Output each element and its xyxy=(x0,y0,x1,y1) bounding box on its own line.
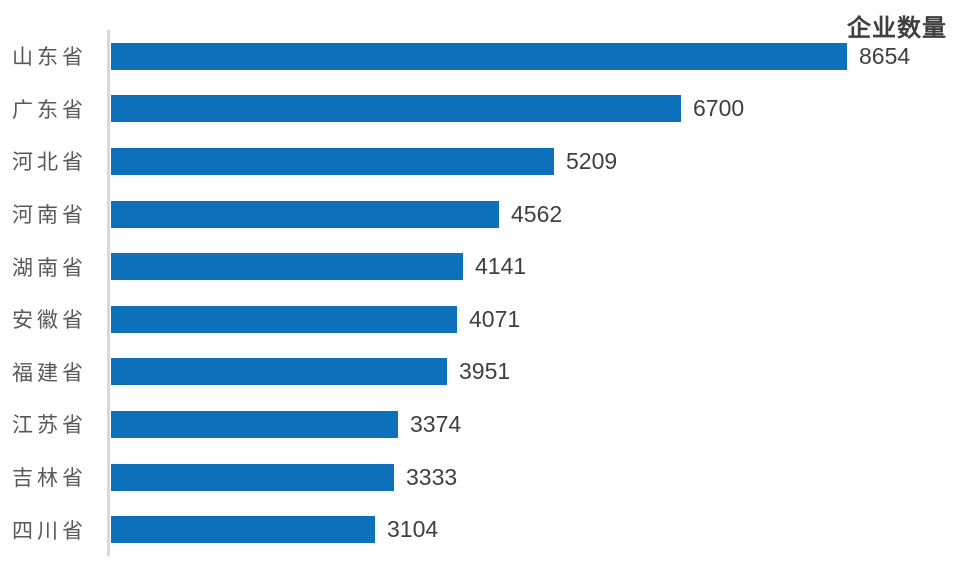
bar xyxy=(111,200,499,228)
value-label: 3333 xyxy=(406,463,458,490)
bar xyxy=(111,42,847,70)
value-label: 6700 xyxy=(693,95,745,122)
category-label: 安徽省 xyxy=(12,308,87,333)
bar-row: 河北省 5209 xyxy=(0,135,959,188)
bar xyxy=(111,516,375,544)
category-label: 福建省 xyxy=(12,360,87,385)
bar-row: 湖南省 4141 xyxy=(0,240,959,293)
value-label: 3104 xyxy=(387,516,439,543)
value-label: 4141 xyxy=(475,253,527,280)
bar xyxy=(111,410,398,438)
category-label: 广东省 xyxy=(12,97,87,122)
bar-row: 吉林省 3333 xyxy=(0,451,959,504)
category-label: 河北省 xyxy=(12,150,87,175)
value-label: 8654 xyxy=(859,42,911,69)
bar xyxy=(111,253,463,281)
value-label: 4562 xyxy=(511,200,563,227)
bar-row: 四川省 3104 xyxy=(0,503,959,556)
bar-rows: 山东省 8654 广东省 6700 河北省 5209 河南省 4562 湖南省 4141 安徽省 40… xyxy=(0,30,959,556)
y-axis-line xyxy=(107,30,110,556)
bar xyxy=(111,463,394,491)
bar-row: 福建省 3951 xyxy=(0,346,959,399)
bar-row: 安徽省 4071 xyxy=(0,293,959,346)
bar xyxy=(111,95,681,123)
bar-row: 江苏省 3374 xyxy=(0,398,959,451)
category-label: 湖南省 xyxy=(12,255,87,280)
value-label: 4071 xyxy=(469,305,521,332)
value-label: 5209 xyxy=(566,147,618,174)
bar-row: 山东省 8654 xyxy=(0,30,959,83)
bar-row: 河南省 4562 xyxy=(0,188,959,241)
category-label: 山东省 xyxy=(12,45,87,70)
category-label: 江苏省 xyxy=(12,413,87,438)
bar xyxy=(111,147,554,175)
chart-title: 企业数量 xyxy=(847,15,947,42)
category-label: 四川省 xyxy=(12,518,87,543)
bar-row: 广东省 6700 xyxy=(0,83,959,136)
category-label: 吉林省 xyxy=(12,466,87,491)
value-label: 3951 xyxy=(459,358,511,385)
value-label: 3374 xyxy=(410,410,462,437)
bar xyxy=(111,305,457,333)
category-label: 河南省 xyxy=(12,203,87,228)
bar xyxy=(111,358,447,386)
